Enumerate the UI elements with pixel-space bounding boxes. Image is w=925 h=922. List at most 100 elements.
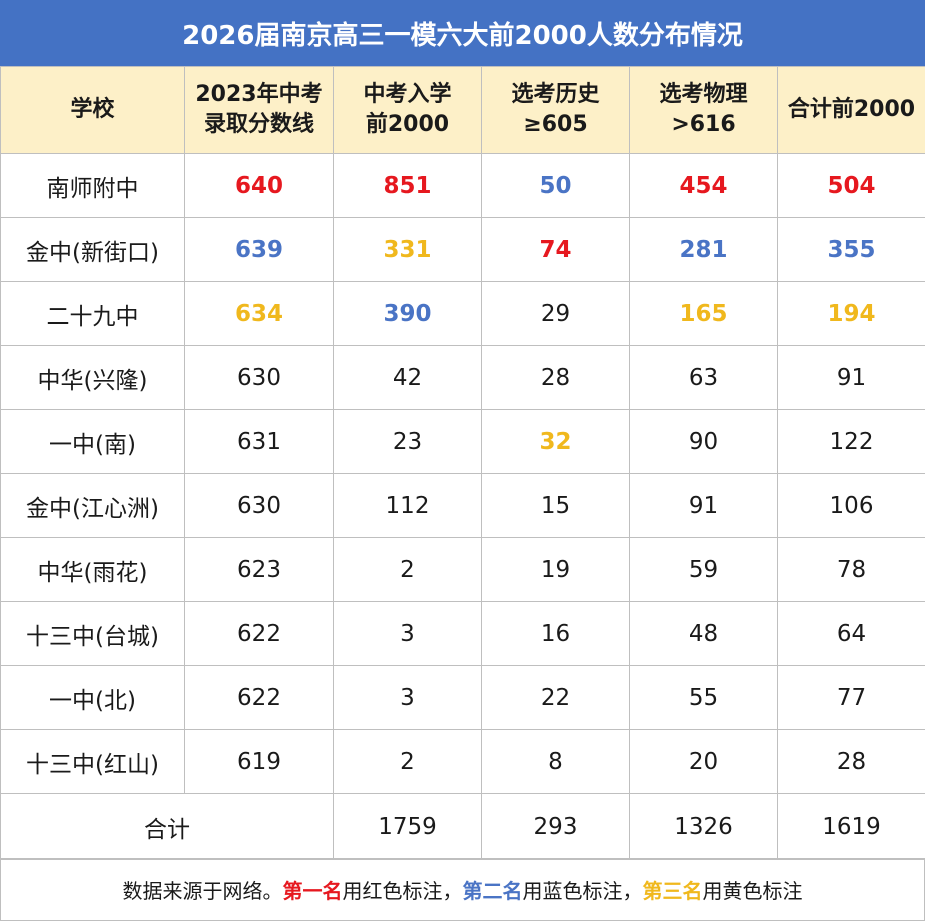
value-cell: 622 bbox=[184, 665, 334, 730]
value-cell: 48 bbox=[629, 601, 778, 666]
table-row: 十三中(红山) 619 2 8 20 28 bbox=[0, 729, 925, 794]
table-row: 二十九中 634 390 29 165 194 bbox=[0, 281, 925, 346]
value-cell: 8 bbox=[481, 729, 630, 794]
table-row: 中华(兴隆) 630 42 28 63 91 bbox=[0, 345, 925, 410]
value-cell: 32 bbox=[481, 409, 630, 474]
table-row: 金中(江心洲) 630 112 15 91 106 bbox=[0, 473, 925, 538]
value-cell: 91 bbox=[629, 473, 778, 538]
column-header: 学校 bbox=[0, 66, 185, 154]
value-cell: 504 bbox=[777, 153, 925, 218]
value-cell: 630 bbox=[184, 473, 334, 538]
table-row: 中华(雨花) 623 2 19 59 78 bbox=[0, 537, 925, 602]
column-header: 合计前2000 bbox=[777, 66, 925, 154]
value-cell: 355 bbox=[777, 217, 925, 282]
column-header-line: 学校 bbox=[70, 97, 115, 122]
school-name-cell: 一中(北) bbox=[0, 665, 185, 730]
value-cell: 2 bbox=[333, 537, 482, 602]
page-title: 2026届南京高三一模六大前2000人数分布情况 bbox=[0, 0, 925, 66]
value-cell: 90 bbox=[629, 409, 778, 474]
value-cell: 194 bbox=[777, 281, 925, 346]
school-name-cell: 一中(南) bbox=[0, 409, 185, 474]
column-header: 2023年中考 录取分数线 bbox=[184, 66, 334, 154]
column-header-line: >616 bbox=[671, 112, 736, 137]
value-cell: 631 bbox=[184, 409, 334, 474]
value-cell: 20 bbox=[629, 729, 778, 794]
table-row: 一中(南) 631 23 32 90 122 bbox=[0, 409, 925, 474]
column-header-line: 选考历史 bbox=[511, 82, 600, 107]
column-header-line: 中考入学 bbox=[363, 82, 452, 107]
value-cell: 390 bbox=[333, 281, 482, 346]
value-cell: 639 bbox=[184, 217, 334, 282]
total-label: 合计 bbox=[0, 793, 334, 860]
value-cell: 634 bbox=[184, 281, 334, 346]
value-cell: 331 bbox=[333, 217, 482, 282]
school-name-cell: 金中(新街口) bbox=[0, 217, 185, 282]
value-cell: 59 bbox=[629, 537, 778, 602]
value-cell: 74 bbox=[481, 217, 630, 282]
school-name-cell: 十三中(红山) bbox=[0, 729, 185, 794]
value-cell: 106 bbox=[777, 473, 925, 538]
column-header-line: 选考物理 bbox=[659, 82, 748, 107]
value-cell: 619 bbox=[184, 729, 334, 794]
total-value-cell: 1619 bbox=[777, 793, 925, 860]
value-cell: 78 bbox=[777, 537, 925, 602]
value-cell: 22 bbox=[481, 665, 630, 730]
value-cell: 55 bbox=[629, 665, 778, 730]
table-row: 南师附中 640 851 50 454 504 bbox=[0, 153, 925, 218]
footer-source: 数据来源于网络。 bbox=[122, 879, 283, 903]
value-cell: 3 bbox=[333, 601, 482, 666]
value-cell: 19 bbox=[481, 537, 630, 602]
value-cell: 640 bbox=[184, 153, 334, 218]
value-cell: 281 bbox=[629, 217, 778, 282]
table-row: 十三中(台城) 622 3 16 48 64 bbox=[0, 601, 925, 666]
value-cell: 63 bbox=[629, 345, 778, 410]
value-cell: 50 bbox=[481, 153, 630, 218]
column-header: 选考物理 >616 bbox=[629, 66, 778, 154]
value-cell: 28 bbox=[481, 345, 630, 410]
data-table: 学校 2023年中考 录取分数线 中考入学 前2000 选考历史 ≥605 选考物理 >616 合… bbox=[0, 66, 925, 860]
value-cell: 622 bbox=[184, 601, 334, 666]
column-header-line: 2023年中考 bbox=[195, 82, 323, 107]
value-cell: 630 bbox=[184, 345, 334, 410]
value-cell: 454 bbox=[629, 153, 778, 218]
total-value-cell: 1326 bbox=[629, 793, 778, 860]
school-name-cell: 中华(雨花) bbox=[0, 537, 185, 602]
column-header: 中考入学 前2000 bbox=[333, 66, 482, 154]
table-row: 一中(北) 622 3 22 55 77 bbox=[0, 665, 925, 730]
legend-third-note: 用黄色标注 bbox=[702, 879, 803, 903]
school-name-cell: 金中(江心洲) bbox=[0, 473, 185, 538]
value-cell: 15 bbox=[481, 473, 630, 538]
value-cell: 3 bbox=[333, 665, 482, 730]
legend-first: 第一名 bbox=[282, 879, 343, 903]
column-header-line: 合计前2000 bbox=[787, 97, 916, 122]
value-cell: 16 bbox=[481, 601, 630, 666]
value-cell: 29 bbox=[481, 281, 630, 346]
value-cell: 64 bbox=[777, 601, 925, 666]
header-row: 学校 2023年中考 录取分数线 中考入学 前2000 选考历史 ≥605 选考物理 >616 合… bbox=[0, 66, 925, 154]
total-row: 合计 1759 293 1326 1619 bbox=[0, 793, 925, 860]
legend-second-note: 用蓝色标注， bbox=[522, 879, 643, 903]
school-name-cell: 二十九中 bbox=[0, 281, 185, 346]
value-cell: 77 bbox=[777, 665, 925, 730]
school-name-cell: 十三中(台城) bbox=[0, 601, 185, 666]
total-value-cell: 293 bbox=[481, 793, 630, 860]
value-cell: 28 bbox=[777, 729, 925, 794]
total-value-cell: 1759 bbox=[333, 793, 482, 860]
column-header: 选考历史 ≥605 bbox=[481, 66, 630, 154]
school-name-cell: 南师附中 bbox=[0, 153, 185, 218]
value-cell: 91 bbox=[777, 345, 925, 410]
school-name-cell: 中华(兴隆) bbox=[0, 345, 185, 410]
column-header-line: ≥605 bbox=[523, 112, 588, 137]
value-cell: 2 bbox=[333, 729, 482, 794]
column-header-line: 录取分数线 bbox=[203, 112, 314, 137]
value-cell: 851 bbox=[333, 153, 482, 218]
table-row: 金中(新街口) 639 331 74 281 355 bbox=[0, 217, 925, 282]
value-cell: 623 bbox=[184, 537, 334, 602]
table-body: 南师附中 640 851 50 454 504 金中(新街口) 639 331 74 281 355 二… bbox=[0, 153, 925, 860]
legend-third: 第三名 bbox=[642, 879, 703, 903]
value-cell: 112 bbox=[333, 473, 482, 538]
footer-note: 数据来源于网络。 第一名 用红色标注， 第二名 用蓝色标注， 第三名 用黄色标注 bbox=[0, 858, 925, 921]
value-cell: 42 bbox=[333, 345, 482, 410]
value-cell: 23 bbox=[333, 409, 482, 474]
